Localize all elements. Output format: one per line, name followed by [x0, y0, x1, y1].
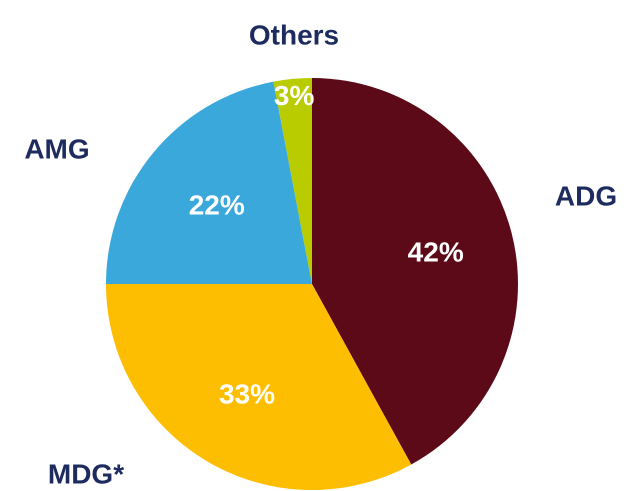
- slice-percent-label: 42%: [408, 237, 464, 268]
- pie-slice-mdg: [106, 284, 412, 491]
- pie-slices: [106, 78, 519, 491]
- slice-percent-label: 33%: [219, 378, 275, 409]
- slice-percent-label: 3%: [274, 80, 315, 111]
- category-label: MDG*: [48, 459, 124, 490]
- pie-slice-others: [273, 78, 312, 284]
- category-label: AMG: [24, 134, 89, 165]
- category-labels: ADG MDG* AMG Others: [24, 20, 617, 490]
- pie-slice-amg: [106, 81, 312, 284]
- slice-percent-label: 22%: [189, 190, 245, 221]
- category-label: Others: [249, 20, 339, 51]
- category-label: ADG: [555, 181, 617, 212]
- percentage-labels: 42% 33% 22% 3%: [189, 80, 464, 410]
- pie-slice-adg: [312, 78, 519, 465]
